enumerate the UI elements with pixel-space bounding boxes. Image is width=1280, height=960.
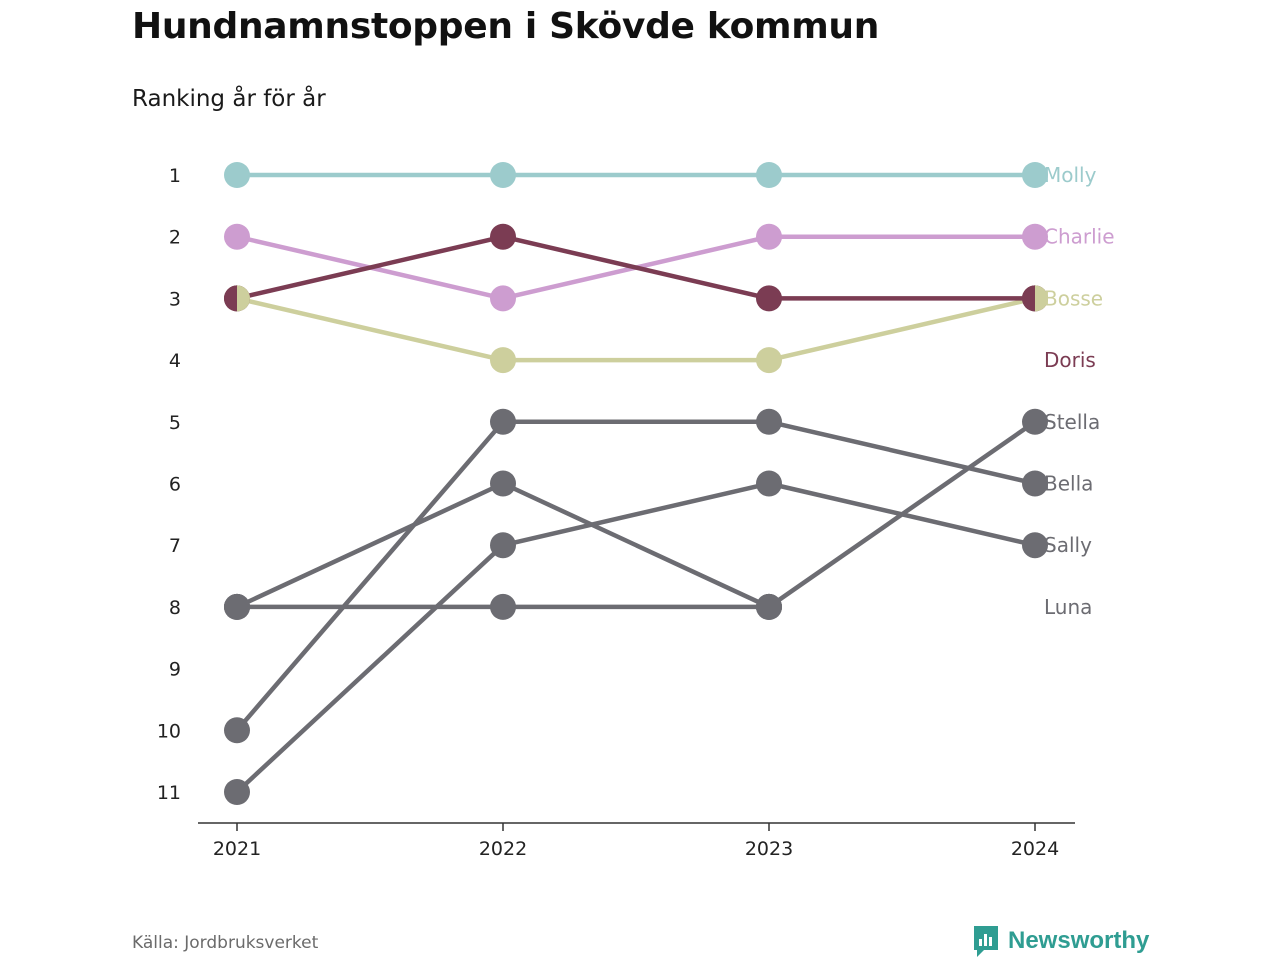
y-tick-label: 3 (169, 288, 181, 310)
point-split-left-doris (224, 285, 237, 312)
series-label-stella: Stella (1044, 410, 1100, 434)
point-sally-2024 (1022, 532, 1048, 559)
series-label-molly: Molly (1044, 163, 1097, 187)
point-split-right-stella (769, 593, 782, 620)
x-tick-label: 2023 (745, 838, 793, 860)
series-points (224, 162, 1048, 805)
newsworthy-icon (974, 926, 998, 957)
point-split-left-luna (756, 593, 769, 620)
chart-title: Hundnamnstoppen i Skövde kommun (132, 6, 880, 47)
point-doris-2023 (756, 285, 782, 312)
series-label-charlie: Charlie (1044, 225, 1115, 249)
point-bosse-2022 (490, 347, 516, 374)
series-lines (234, 172, 1038, 795)
y-tick-label: 7 (169, 535, 181, 557)
point-molly-2022 (490, 162, 516, 188)
point-charlie-2021 (224, 223, 250, 250)
point-stella-2024 (1022, 408, 1048, 435)
point-split-left-luna (224, 593, 237, 620)
brand-logo: Newsworthy (972, 924, 1149, 958)
y-tick-label: 9 (169, 659, 181, 681)
series-label-doris: Doris (1044, 348, 1096, 372)
point-molly-2023 (756, 162, 782, 188)
point-sally-2021 (224, 779, 250, 805)
point-split-right-stella (237, 593, 251, 620)
point-charlie-2023 (756, 223, 782, 250)
point-doris-2022 (490, 223, 516, 250)
point-charlie-2022 (490, 285, 516, 312)
point-bella-2023 (756, 408, 782, 435)
point-split-right-bosse (237, 285, 251, 312)
chart-subtitle: Ranking år för år (132, 86, 326, 112)
series-label-bosse: Bosse (1044, 286, 1103, 310)
series-line-bosse (234, 296, 1038, 363)
source-note: Källa: Jordbruksverket (132, 933, 319, 953)
point-split-right-bosse (1035, 285, 1048, 312)
series-labels: Molly Charlie Bosse Doris Stella Bella Sally Lu… (1044, 163, 1115, 619)
point-sally-2023 (756, 470, 782, 497)
series-line-bella (234, 419, 1038, 733)
point-bosse-2023 (756, 347, 782, 374)
y-tick-label: 5 (169, 412, 181, 434)
series-label-sally: Sally (1044, 533, 1092, 557)
point-bella-2022 (490, 408, 516, 435)
point-split-left-doris (1022, 285, 1035, 312)
point-bella-2024 (1022, 470, 1048, 497)
y-tick-label: 2 (169, 227, 181, 249)
point-sally-2022 (490, 532, 516, 559)
x-tick-label: 2021 (213, 838, 261, 860)
y-tick-label: 11 (157, 782, 181, 804)
bump-chart: 1 2 3 4 5 6 7 8 9 10 11 2021 2022 2023 2024 Molly Charl… (157, 162, 1115, 860)
series-label-bella: Bella (1044, 472, 1093, 496)
y-tick-label: 8 (169, 597, 181, 619)
series-label-luna: Luna (1044, 595, 1092, 619)
x-tick-label: 2024 (1011, 838, 1059, 860)
point-charlie-2024 (1022, 223, 1048, 250)
point-molly-2021 (224, 162, 250, 188)
point-molly-2024 (1022, 162, 1048, 188)
y-tick-label: 1 (169, 165, 181, 187)
series-line-doris (234, 234, 1038, 301)
y-tick-label: 6 (169, 474, 181, 496)
point-stella-2022 (490, 593, 516, 620)
series-line-sally (234, 481, 1038, 795)
x-tick-label: 2022 (479, 838, 527, 860)
y-tick-label: 10 (157, 720, 181, 742)
y-tick-label: 4 (169, 350, 181, 372)
point-luna-2022 (490, 470, 516, 497)
brand-name: Newsworthy (1008, 927, 1150, 954)
axes: 1 2 3 4 5 6 7 8 9 10 11 2021 2022 2023 2024 (157, 165, 1075, 860)
point-bella-2021 (224, 717, 250, 744)
